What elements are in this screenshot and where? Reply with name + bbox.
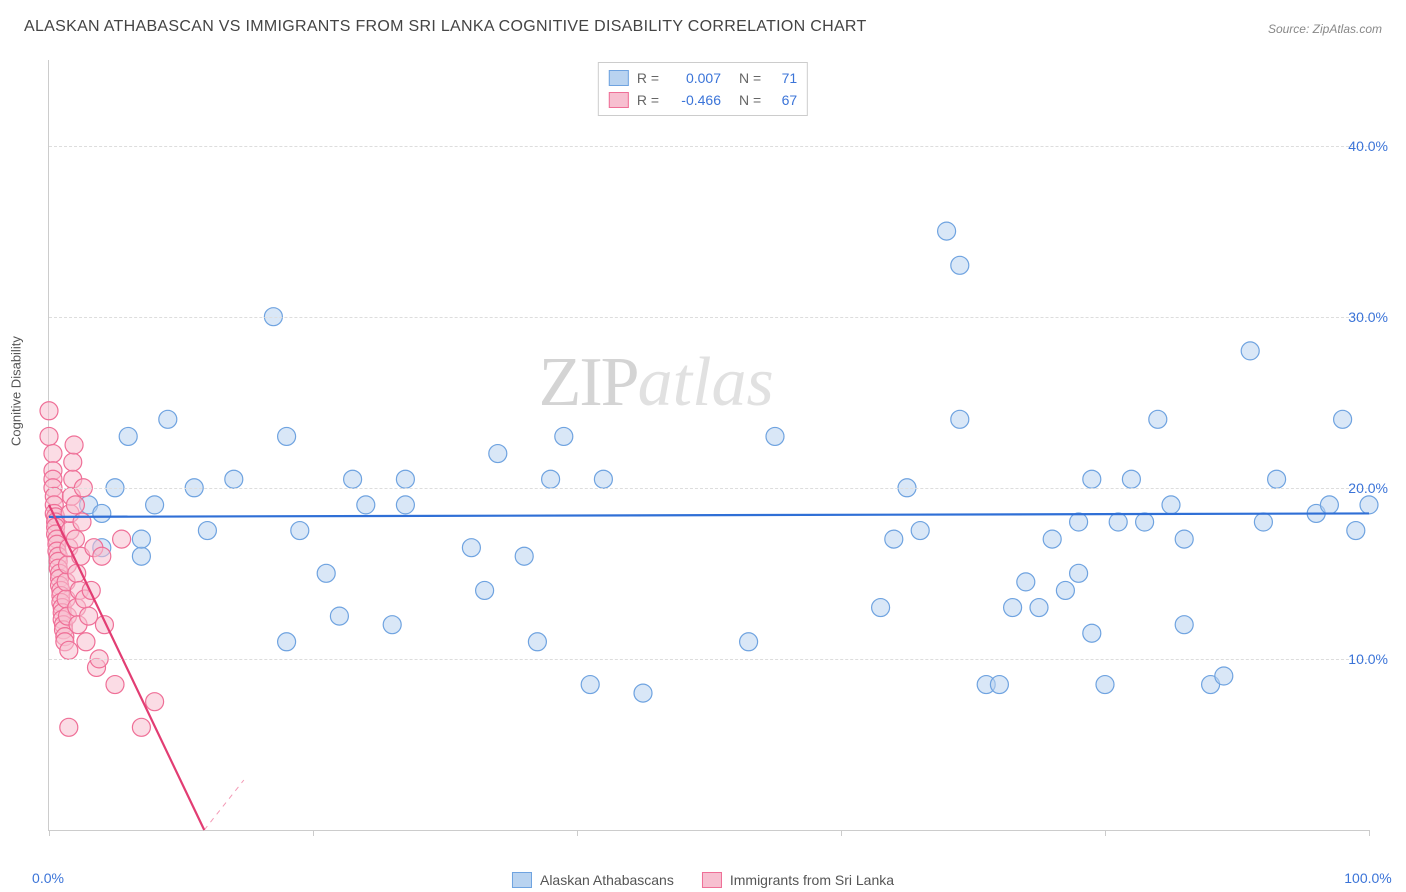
plot-svg xyxy=(49,60,1369,830)
legend-swatch xyxy=(512,872,532,888)
legend-series: Alaskan Athabascans Immigrants from Sri L… xyxy=(512,872,894,888)
gridline xyxy=(49,659,1369,660)
y-axis-label: Cognitive Disability xyxy=(9,336,24,446)
x-tick xyxy=(313,830,314,836)
legend-stats: R = 0.007 N = 71 R = -0.466 N = 67 xyxy=(598,62,808,116)
legend-series-item: Immigrants from Sri Lanka xyxy=(702,872,894,888)
n-label: N = xyxy=(739,89,761,111)
x-tick xyxy=(1369,830,1370,836)
plot-area: ZIPatlas xyxy=(48,60,1369,831)
r-label: R = xyxy=(637,89,659,111)
legend-series-label: Immigrants from Sri Lanka xyxy=(730,872,894,888)
r-label: R = xyxy=(637,67,659,89)
x-tick-label: 0.0% xyxy=(32,870,64,886)
source-attribution: Source: ZipAtlas.com xyxy=(1268,22,1382,36)
legend-swatch xyxy=(702,872,722,888)
y-tick-label: 40.0% xyxy=(1348,138,1388,154)
x-tick xyxy=(1105,830,1106,836)
legend-stat-row: R = -0.466 N = 67 xyxy=(609,89,797,111)
y-tick-label: 20.0% xyxy=(1348,480,1388,496)
legend-series-item: Alaskan Athabascans xyxy=(512,872,674,888)
r-value: -0.466 xyxy=(667,89,721,111)
n-value: 71 xyxy=(769,67,797,89)
legend-swatch xyxy=(609,70,629,86)
y-tick-label: 30.0% xyxy=(1348,309,1388,325)
n-label: N = xyxy=(739,67,761,89)
n-value: 67 xyxy=(769,89,797,111)
x-tick xyxy=(49,830,50,836)
legend-stat-row: R = 0.007 N = 71 xyxy=(609,67,797,89)
x-tick xyxy=(841,830,842,836)
gridline xyxy=(49,488,1369,489)
r-value: 0.007 xyxy=(667,67,721,89)
y-tick-label: 10.0% xyxy=(1348,651,1388,667)
gridline xyxy=(49,146,1369,147)
x-tick-label: 100.0% xyxy=(1344,870,1391,886)
chart-title: ALASKAN ATHABASCAN VS IMMIGRANTS FROM SR… xyxy=(24,18,867,36)
gridline xyxy=(49,317,1369,318)
legend-series-label: Alaskan Athabascans xyxy=(540,872,674,888)
legend-swatch xyxy=(609,92,629,108)
x-tick xyxy=(577,830,578,836)
